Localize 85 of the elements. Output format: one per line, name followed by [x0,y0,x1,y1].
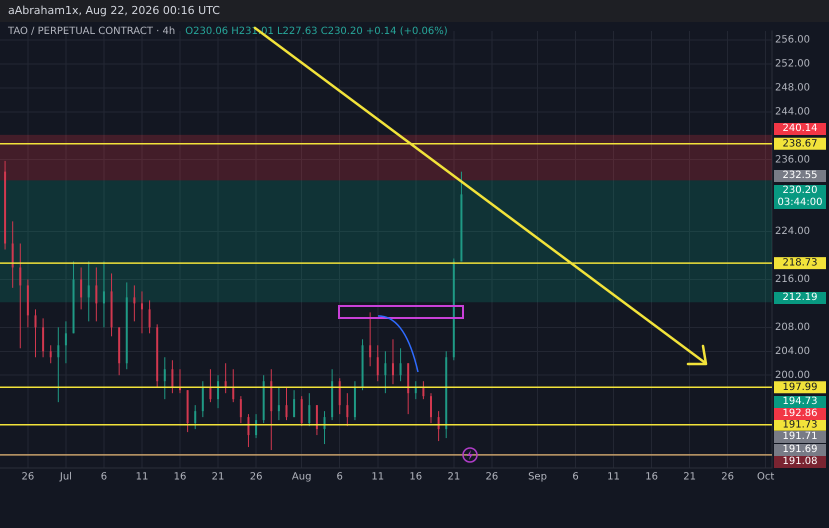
candlestick [369,312,372,367]
x-tick-label: 21 [447,472,460,483]
x-tick-label: 6 [572,472,579,483]
text: 192.86 [774,408,826,420]
candlestick [400,348,402,382]
candlestick [209,368,212,403]
candlestick [164,356,166,400]
x-tick-label: 26 [22,472,34,483]
x-tick-label: 26 [721,472,734,483]
y-tick-label: 248.00 [775,82,810,94]
candlestick [293,390,296,418]
candlestick [232,368,234,403]
candlestick [133,284,136,322]
text: 191.69 [774,444,826,456]
y-tick-label: 204.00 [775,346,810,357]
x-tick-label: 11 [607,472,620,483]
candlestick [19,243,22,349]
text: 03:44:00 [774,197,826,209]
candlestick [240,396,242,424]
y-tick-label: 216.00 [775,274,810,286]
candlestick [202,380,204,418]
y-tick-label: 236.00 [775,154,810,166]
text: 194.73 [774,396,826,408]
x-tick-label: Oct [757,472,774,483]
candlestick [194,404,196,430]
candlestick [64,320,67,364]
y-tick-label: 224.00 [775,226,810,238]
x-tick-label: 21 [683,472,696,483]
x-tick-label: 16 [645,472,658,483]
candlestick [217,374,220,409]
x-tick-label: 6 [336,472,343,483]
candlestick [255,414,258,439]
y-tick-label: 200.00 [775,370,810,381]
candlestick [247,414,250,448]
candlestick [140,290,143,334]
candlestick [316,404,318,436]
candlestick [346,392,348,427]
candlestick [88,260,90,322]
candlestick [392,338,394,385]
candlestick [102,260,105,328]
text: 191.08 [774,456,826,468]
candlestick [300,396,303,427]
candlestick [50,344,52,364]
text: 212.19 [774,292,826,304]
x-tick-label: 26 [250,472,262,483]
x-tick-label: Aug [292,472,312,483]
y-tick-label: 252.00 [775,58,810,70]
text: 232.55 [774,170,826,182]
chart-title: TAO / PERPETUAL CONTRACT · 4h [8,26,176,37]
candlestick [57,326,60,403]
candlestick [80,266,82,310]
ref-line-label: 238.67 [782,138,818,150]
candlestick [338,378,341,415]
text: 240.14 [774,123,826,135]
x-tick-label: 11 [136,472,148,483]
ref-line-label: 218.73 [782,258,818,269]
y-tick-label: 208.00 [775,322,810,333]
candlestick [308,392,310,427]
candlestick [224,362,227,394]
x-tick-label: Jul [58,472,72,483]
y-tick-label: 256.00 [775,34,810,46]
x-tick-label: Sep [528,472,547,483]
x-tick-label: 16 [174,472,186,483]
candlestick [12,220,14,288]
x-tick-label: 26 [485,472,498,483]
candlestick [148,300,151,334]
candlestick [384,350,386,394]
x-tick-label: 11 [371,472,384,483]
text: aAbraham1x, Aug 22, 2026 00:16 UTC [8,4,220,17]
candlestick [285,386,288,421]
y-tick-label: 244.00 [775,106,810,118]
candlestick [171,360,174,394]
x-tick-label: 6 [100,472,108,483]
candlestick [34,308,36,358]
candlestick [430,392,432,424]
text: 230.20 [774,185,826,197]
ref-line-label: 191.73 [782,419,818,430]
x-tick-label: 16 [409,472,422,483]
candlestick [95,266,98,322]
candlestick [278,386,280,421]
candlestick [376,344,379,382]
ref-line-label: 197.99 [782,382,818,393]
x-tick-label: 21 [212,472,224,483]
text: 191.71 [774,431,826,443]
candlestick [42,318,44,358]
